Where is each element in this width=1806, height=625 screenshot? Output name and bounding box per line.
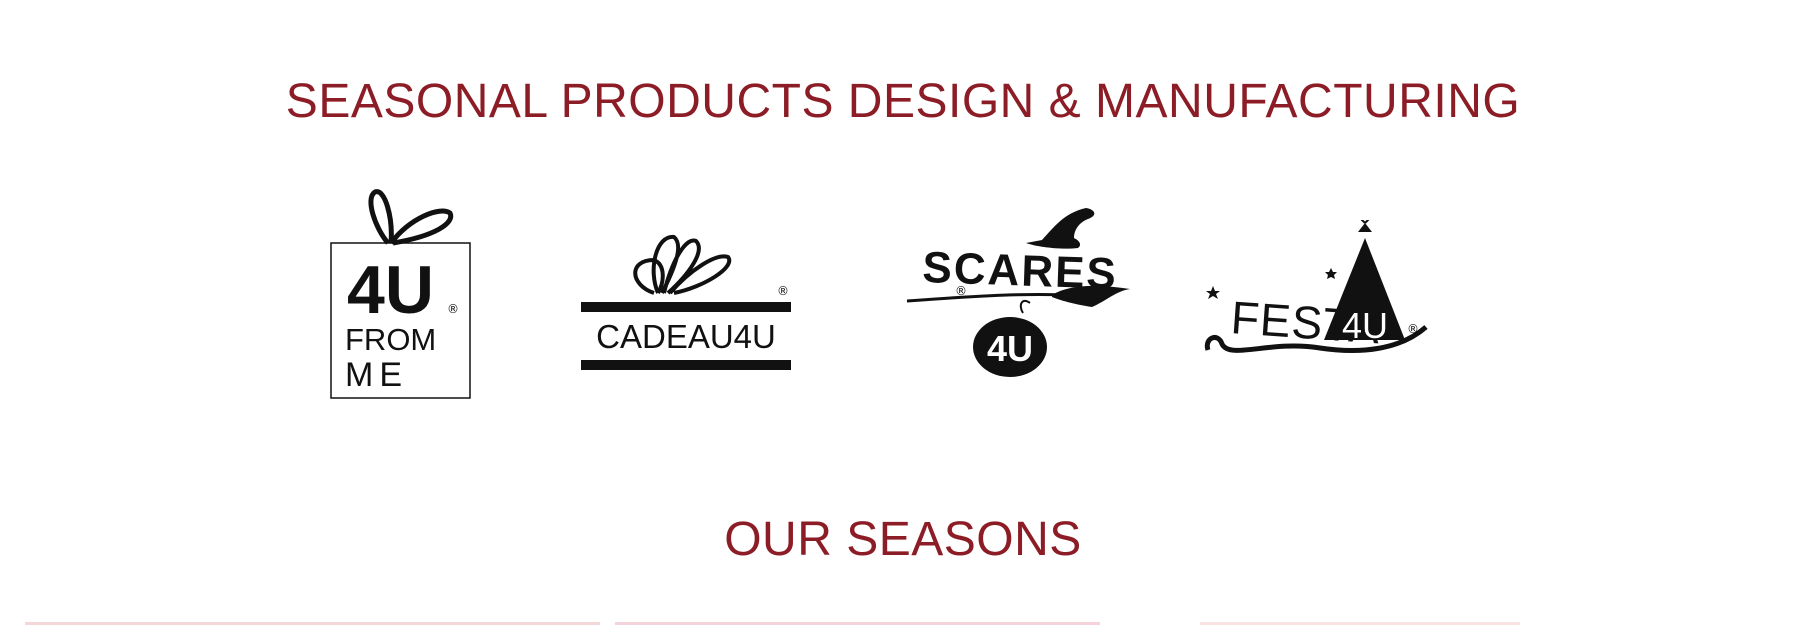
witch-hat-logo-icon — [1026, 208, 1095, 249]
brand-logo-festa4u[interactable]: FESTA 4U ® — [1200, 220, 1430, 370]
season-card-strip — [615, 622, 1100, 625]
registered-mark: ® — [777, 284, 789, 298]
brand-line-me: ME — [345, 356, 408, 394]
registered-mark: ® — [955, 284, 967, 298]
star-icon — [1206, 268, 1337, 299]
brand-logo-4u-from-me[interactable]: 4U ® FROM ME — [325, 188, 475, 403]
wave-swirl-icon — [1204, 325, 1428, 353]
brand-wordmark: FESTA — [1229, 291, 1382, 353]
page-title: SEASONAL PRODUCTS DESIGN & MANUFACTURING — [285, 75, 1521, 128]
ribbon-bow-logo-icon — [633, 235, 732, 295]
pumpkin-badge-icon — [973, 299, 1047, 377]
broomstick-icon — [906, 285, 1130, 307]
season-card-strip — [25, 622, 600, 625]
brand-logo-scares4u[interactable]: SCARES ® 4U — [902, 205, 1137, 385]
brand-badge-4u: 4U — [987, 328, 1033, 369]
brand-wordmark: CADEAU4U — [596, 318, 776, 355]
registered-mark: ® — [447, 302, 459, 316]
season-card-strip — [1200, 622, 1520, 625]
brand-logo-cadeau4u[interactable]: ® CADEAU4U — [578, 215, 793, 375]
gift-box-logo-icon — [330, 189, 471, 399]
brand-badge-4u: 4U — [1342, 305, 1388, 346]
section-title-our-seasons: OUR SEASONS — [724, 513, 1082, 566]
brand-line-from: FROM — [345, 322, 436, 357]
brand-line-4u: 4U — [347, 252, 434, 328]
party-hat-logo-icon — [1324, 220, 1405, 340]
